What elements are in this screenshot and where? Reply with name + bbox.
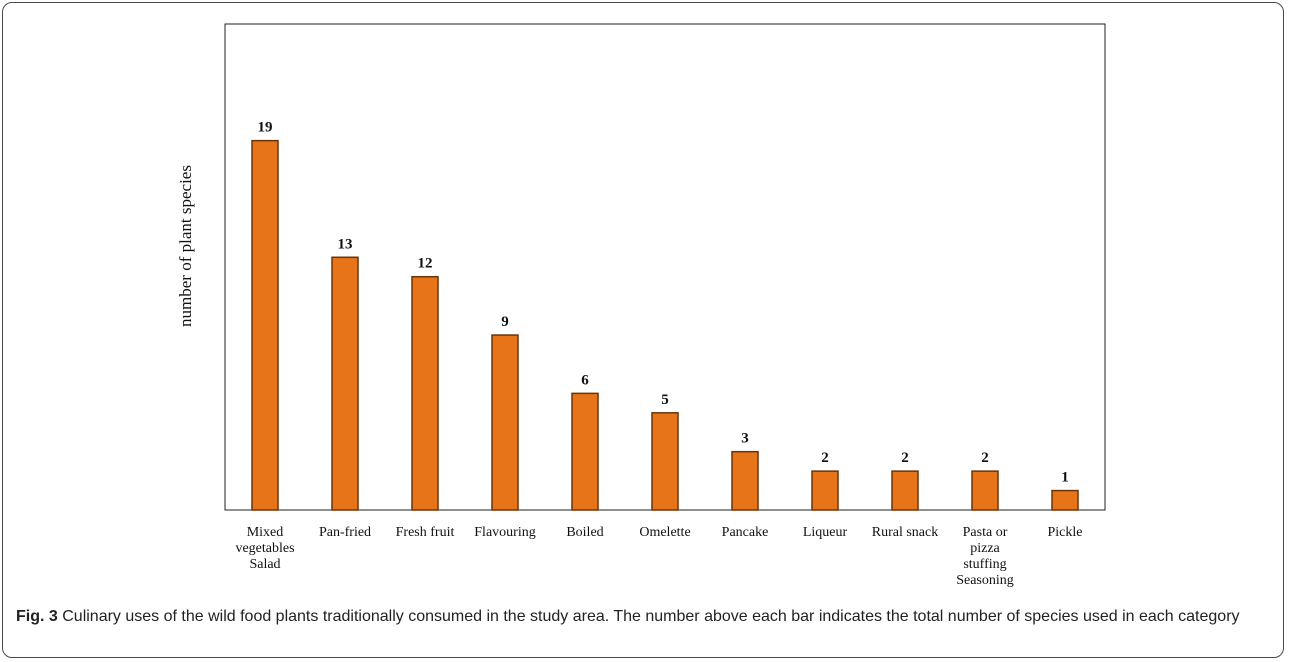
bar [491,334,519,511]
bar [891,470,919,511]
bars-group [251,139,1079,511]
category-tick-label: Pancake [722,525,769,540]
bar [731,450,759,511]
caption-text: Culinary uses of the wild food plants tr… [62,608,1240,625]
category-tick-label: Liqueur [803,525,848,540]
category-tick-label: Boiled [566,525,603,540]
figure-caption: Fig. 3 Culinary uses of the wild food pl… [16,606,1266,628]
category-tick-label: Omelette [639,525,690,540]
bar-value-label: 2 [821,450,829,466]
bar-value-label: 19 [258,120,273,136]
bar [571,392,599,511]
category-tick-label: Flavouring [474,525,535,540]
bar-value-label: 12 [418,256,433,272]
value-labels-group: 19 13 12 9 6 5 3 2 2 2 1 [258,120,1069,486]
bar [331,256,359,511]
bar [651,412,679,511]
category-tick-labels-group: Mixed vegetables Salad Pan-fried Fresh fruit… [235,525,1082,588]
bar [251,139,279,511]
category-tick-label: Pickle [1048,525,1083,540]
bar-value-label: 6 [581,372,589,388]
category-tick-label: Rural snack [872,525,938,540]
category-tick-label: Fresh fruit [396,525,455,540]
bar-value-label: 2 [981,450,989,466]
bar [1051,489,1079,511]
bar [811,470,839,511]
bar-value-label: 3 [741,431,749,447]
bar-value-label: 13 [338,236,353,252]
category-tick-label: Pan-fried [319,525,371,540]
bar-value-label: 5 [661,392,669,408]
bar-chart: 19 13 12 9 6 5 3 2 2 2 1 Mixed vegetables Salad Pan-f… [224,23,1106,588]
category-tick-label: Mixed vegetables Salad [235,525,294,572]
bar-value-label: 9 [501,314,509,330]
bar [411,275,439,511]
bar-value-label: 1 [1061,470,1069,486]
caption-label: Fig. 3 [16,608,58,625]
y-axis-label: number of plant species [176,165,195,327]
bar [971,470,999,511]
category-tick-label: Pasta or pizza stuffing Seasoning [956,525,1014,588]
bar-value-label: 2 [901,450,909,466]
